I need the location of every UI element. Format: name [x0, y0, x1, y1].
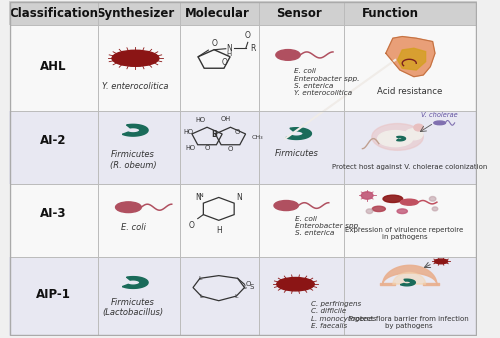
Polygon shape — [286, 128, 312, 140]
Ellipse shape — [378, 130, 413, 147]
Text: O: O — [235, 128, 240, 135]
Text: O: O — [246, 281, 252, 287]
Text: Firmicutes
(R. obeum): Firmicutes (R. obeum) — [110, 150, 156, 170]
Text: L: L — [234, 294, 238, 298]
Text: Firmicutes
(Lactobacillus): Firmicutes (Lactobacillus) — [102, 297, 164, 317]
Text: CH₃: CH₃ — [252, 135, 263, 140]
Text: HO: HO — [186, 145, 196, 151]
Text: O: O — [228, 146, 233, 152]
Ellipse shape — [116, 202, 141, 213]
Text: N: N — [236, 193, 242, 202]
Text: H: H — [216, 225, 222, 235]
Text: E. coli
Enterobacter spp.
S. enterica: E. coli Enterobacter spp. S. enterica — [294, 216, 360, 236]
Text: Firmicutes: Firmicutes — [274, 149, 318, 158]
Circle shape — [432, 207, 438, 211]
Text: H: H — [226, 51, 232, 57]
Text: S: S — [249, 284, 254, 290]
Circle shape — [414, 124, 424, 131]
Text: R: R — [250, 44, 256, 52]
Polygon shape — [398, 48, 425, 70]
Bar — [9, 1, 477, 111]
Bar — [9, 184, 477, 258]
Ellipse shape — [276, 50, 300, 60]
Circle shape — [430, 196, 436, 201]
Text: N: N — [226, 44, 232, 52]
Text: O: O — [211, 39, 217, 48]
Bar — [9, 258, 477, 336]
Text: Synthesizer: Synthesizer — [96, 7, 174, 20]
Text: Y. enterocolitica: Y. enterocolitica — [102, 82, 168, 91]
Text: OH: OH — [220, 116, 231, 122]
Text: AI-3: AI-3 — [40, 208, 67, 220]
Circle shape — [366, 209, 372, 214]
Text: Sensor: Sensor — [276, 7, 322, 20]
Ellipse shape — [112, 50, 159, 66]
Text: N: N — [198, 193, 203, 198]
Text: B: B — [211, 130, 217, 139]
Ellipse shape — [405, 129, 423, 140]
Polygon shape — [396, 137, 406, 141]
Text: HO: HO — [195, 117, 205, 123]
Ellipse shape — [274, 200, 298, 211]
Text: N: N — [196, 193, 202, 202]
Text: E. coli: E. coli — [120, 223, 146, 232]
Ellipse shape — [362, 192, 373, 199]
Text: O: O — [222, 58, 228, 68]
Text: E. coli
Enterobacter spp.
S. enterica
Y. enterocolitica: E. coli Enterobacter spp. S. enterica Y.… — [294, 68, 359, 96]
Text: L: L — [198, 276, 202, 281]
Polygon shape — [386, 37, 435, 77]
Ellipse shape — [434, 121, 446, 125]
Text: C. perfringens
C. difficile
L. monocytogenes
E. faecalis: C. perfringens C. difficile L. monocytog… — [311, 301, 376, 329]
Ellipse shape — [372, 124, 424, 150]
Polygon shape — [393, 272, 426, 284]
Text: HO: HO — [184, 128, 194, 135]
Polygon shape — [122, 276, 148, 288]
Text: AI-2: AI-2 — [40, 134, 67, 147]
Text: O: O — [189, 221, 195, 230]
Ellipse shape — [372, 206, 386, 212]
Ellipse shape — [400, 199, 418, 205]
Text: Protect flora barrier from infection
by pathogens: Protect flora barrier from infection by … — [350, 316, 469, 329]
Text: Molecular: Molecular — [185, 7, 250, 20]
Text: O: O — [204, 145, 210, 151]
Text: Classification: Classification — [9, 7, 98, 20]
Text: L: L — [200, 294, 203, 298]
Text: S: S — [242, 285, 246, 290]
Text: AIP-1: AIP-1 — [36, 288, 71, 301]
Polygon shape — [400, 279, 415, 286]
Text: Expression of virulence repertoire
in pathogens: Expression of virulence repertoire in pa… — [346, 227, 464, 240]
Ellipse shape — [383, 195, 402, 202]
Text: Acid resistance: Acid resistance — [376, 88, 442, 96]
Text: Function: Function — [362, 7, 419, 20]
Text: V. cholerae: V. cholerae — [422, 112, 458, 118]
Text: Protect host against V. cholerae colonization: Protect host against V. cholerae coloniz… — [332, 164, 487, 170]
Ellipse shape — [397, 209, 407, 214]
Text: O: O — [244, 31, 250, 40]
Bar — [9, 1, 477, 25]
Polygon shape — [122, 124, 148, 136]
Bar — [9, 111, 477, 184]
Ellipse shape — [277, 277, 314, 291]
Ellipse shape — [434, 259, 448, 264]
Text: AHL: AHL — [40, 60, 67, 73]
